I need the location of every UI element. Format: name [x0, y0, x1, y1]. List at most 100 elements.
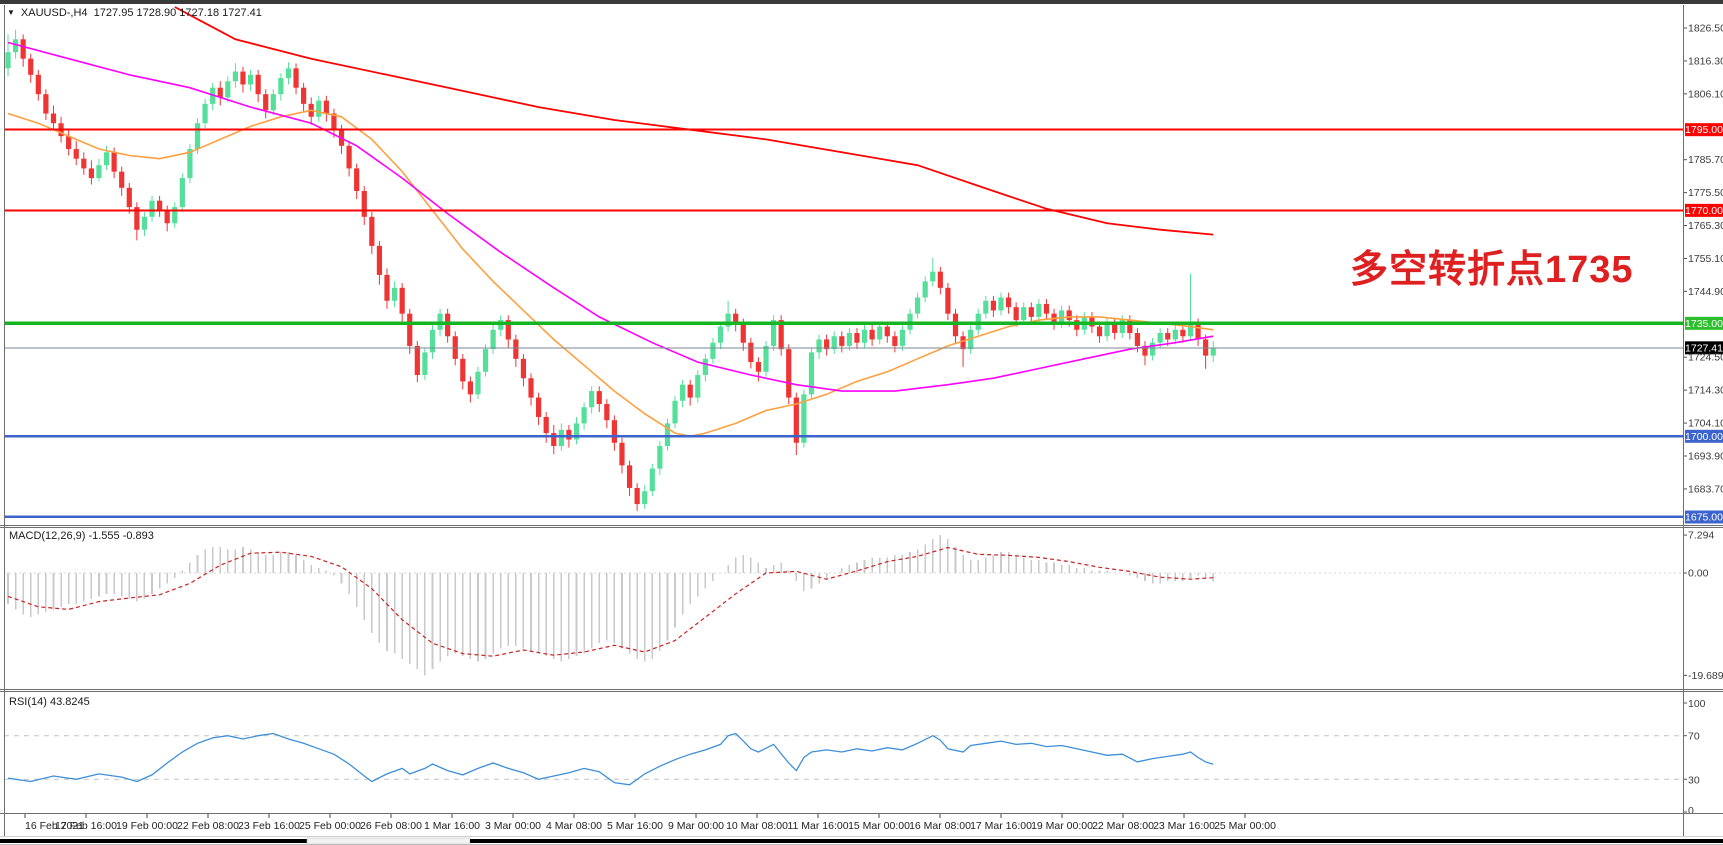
candlestick: [1180, 329, 1186, 337]
rsi-scale-label: 30: [1688, 774, 1700, 786]
candlestick: [998, 297, 1004, 311]
candlestick: [157, 200, 163, 211]
level-line-1700.00-badge-label: 1700.00: [1685, 431, 1723, 443]
level-line-1675.00-badge: [1685, 510, 1723, 524]
candlestick: [270, 94, 276, 111]
symbol-readout: ▼ XAUUSD-,H4 1727.95 1728.90 1727.18 1727…: [7, 7, 262, 19]
macd-scale-label: 0.00: [1688, 568, 1709, 580]
candlestick: [596, 391, 602, 405]
candlestick: [1165, 333, 1171, 340]
candlestick: [187, 149, 193, 179]
candlestick: [619, 442, 625, 466]
candlestick: [1157, 333, 1163, 343]
candlestick: [520, 358, 527, 379]
candlestick: [869, 329, 875, 340]
time-tick-label: 25 Mar 00:00: [1214, 820, 1276, 832]
time-tick-label: 17 Mar 16:00: [970, 820, 1032, 832]
candlestick: [1066, 310, 1072, 321]
candlestick: [1013, 307, 1019, 321]
candlestick: [1112, 323, 1118, 334]
candlestick: [657, 445, 663, 469]
hscrollbar-track-right[interactable]: [470, 839, 1723, 843]
candlestick: [293, 68, 299, 88]
candlestick: [786, 349, 792, 398]
candlestick: [581, 407, 587, 424]
candlestick: [134, 207, 140, 230]
rsi-indicator-label: RSI(14) 43.8245: [9, 696, 90, 708]
candlestick: [35, 74, 41, 95]
candlestick: [861, 329, 868, 343]
candlestick: [824, 339, 830, 350]
candlestick: [255, 74, 261, 95]
candlestick: [103, 152, 110, 166]
time-tick-label: 16 Mar 08:00: [909, 820, 971, 832]
candlestick: [884, 326, 890, 337]
level-line-1700.00-badge: [1685, 429, 1723, 443]
candlestick: [687, 384, 693, 398]
candlestick: [66, 136, 72, 150]
candlestick: [407, 313, 413, 346]
candlestick: [414, 345, 420, 375]
candlestick: [854, 333, 860, 343]
candlestick: [831, 336, 837, 350]
symbol-dropdown-icon[interactable]: ▼: [7, 8, 15, 17]
candlestick: [126, 187, 132, 208]
candlestick: [12, 39, 19, 53]
candlestick: [361, 190, 367, 217]
candlestick: [28, 58, 34, 75]
candlestick: [710, 342, 716, 359]
time-tick-label: 17 Feb 16:00: [55, 820, 117, 832]
price-tick-label: 1765.30: [1688, 220, 1723, 232]
time-tick-label: 19 Mar 00:00: [1031, 820, 1093, 832]
candlestick: [429, 329, 436, 353]
current-price-badge-label: 1727.41: [1685, 342, 1723, 354]
level-line-1675.00-badge-label: 1675.00: [1685, 511, 1723, 523]
candlestick: [990, 300, 996, 311]
candlestick: [1005, 297, 1012, 308]
time-tick-label: 25 Feb 00:00: [299, 820, 361, 832]
ma-slow-red: [174, 6, 1214, 236]
candlestick: [1028, 307, 1034, 317]
candlestick: [5, 52, 11, 69]
candlestick: [475, 371, 481, 395]
candlestick: [968, 329, 974, 350]
candlestick: [899, 329, 906, 346]
candlestick: [240, 71, 246, 85]
symbol-name: XAUUSD-,H4: [20, 7, 88, 19]
price-tick-label: 1693.90: [1688, 450, 1723, 462]
time-tick-label: 9 Mar 00:00: [668, 820, 724, 832]
chart-annotation-text[interactable]: 多空转折点1735: [1350, 249, 1634, 291]
candlestick: [755, 362, 762, 372]
candlestick: [960, 336, 966, 350]
candlestick: [384, 274, 390, 301]
candlestick: [354, 168, 360, 191]
hscrollbar-track-left[interactable]: [0, 839, 307, 843]
candlestick: [96, 165, 102, 179]
hscrollbar-thumb[interactable]: [306, 837, 471, 844]
candlestick: [376, 245, 383, 275]
candlestick: [1059, 310, 1065, 324]
level-line-1795.00-badge-label: 1795.00: [1685, 124, 1723, 136]
candlestick: [702, 358, 708, 375]
macd-scale-label: -19.689: [1688, 670, 1723, 682]
candlestick: [346, 145, 352, 169]
macd-scale-label: 7.294: [1688, 530, 1714, 542]
candlestick: [543, 416, 549, 434]
candlestick: [839, 336, 845, 346]
level-line-1770.00-badge: [1685, 203, 1723, 217]
candlestick: [763, 345, 769, 372]
candles-group: [5, 29, 1216, 511]
time-tick-label: 23 Mar 16:00: [1153, 820, 1215, 832]
candlestick: [1195, 323, 1201, 340]
candlestick: [141, 216, 148, 230]
price-tick-label: 1826.50: [1688, 23, 1723, 35]
candlestick: [331, 113, 337, 130]
candlestick: [1210, 347, 1216, 356]
candlestick: [846, 333, 852, 346]
candlestick: [202, 103, 208, 124]
candlestick: [149, 200, 155, 217]
macd-indicator-label: MACD(12,26,9) -1.555 -0.893: [9, 530, 154, 542]
candlestick: [1127, 320, 1133, 334]
